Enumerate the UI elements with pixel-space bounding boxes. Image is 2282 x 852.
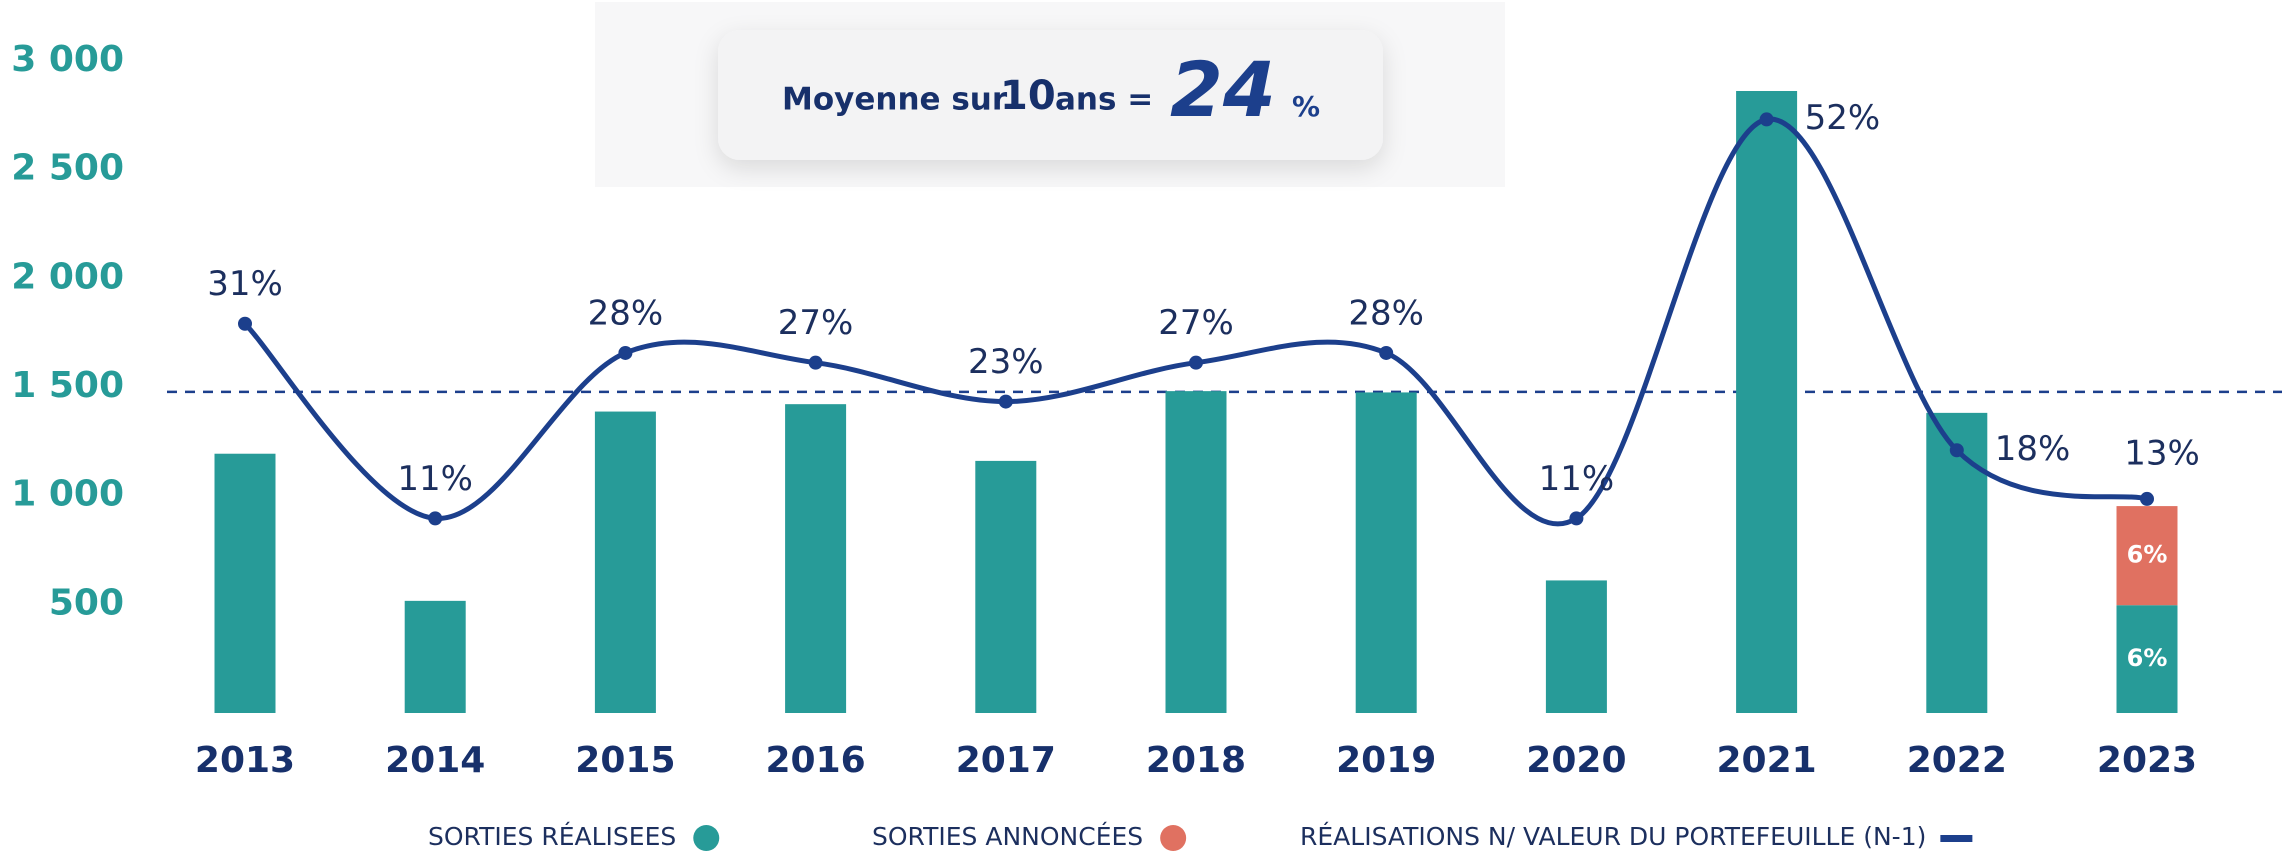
bar xyxy=(975,460,1037,713)
bar xyxy=(1165,391,1227,713)
line-point xyxy=(998,394,1013,409)
line-point xyxy=(1759,112,1774,127)
x-tick-label: 2023 xyxy=(2097,740,2197,781)
x-tick-label: 2018 xyxy=(1146,740,1246,781)
segment-label: 6% xyxy=(2127,644,2168,672)
legend-label: SORTIES RÉALISEES xyxy=(428,822,676,851)
legend-marker xyxy=(693,825,720,851)
bar xyxy=(404,600,466,713)
y-tick-label: 2 500 xyxy=(11,148,124,189)
value-label: 28% xyxy=(588,293,664,333)
bar xyxy=(2116,506,2178,606)
average-unit: % xyxy=(1292,90,1320,123)
bar xyxy=(1926,412,1988,713)
legend-label: RÉALISATIONS N/ VALEUR DU PORTEFEUILLE (… xyxy=(1300,822,1926,851)
y-tick-label: 3 000 xyxy=(11,39,124,80)
y-tick-label: 1 000 xyxy=(11,474,124,515)
y-tick-label: 1 500 xyxy=(11,365,124,406)
average-box xyxy=(718,30,1383,160)
segment-label: 6% xyxy=(2127,541,2168,569)
line-point xyxy=(428,511,443,526)
value-label: 27% xyxy=(1158,303,1234,343)
line-point xyxy=(238,316,252,331)
x-tick-label: 2022 xyxy=(1907,740,2007,781)
bar xyxy=(594,411,656,713)
value-label: 52% xyxy=(1805,98,1881,138)
average-text: Moyenne sur xyxy=(782,82,1008,118)
y-tick-label: 500 xyxy=(49,582,124,623)
value-label: 28% xyxy=(1348,293,1424,333)
value-label: 13% xyxy=(2124,433,2200,473)
line-point xyxy=(1189,355,1203,370)
x-tick-label: 2019 xyxy=(1336,740,1436,781)
average-value: 24 xyxy=(1170,45,1276,134)
value-label: 11% xyxy=(1539,459,1615,499)
bar xyxy=(1545,580,1607,713)
legend-label: SORTIES ANNONCÉES xyxy=(872,822,1143,851)
x-tick-label: 2017 xyxy=(956,740,1056,781)
average-text2: ans = xyxy=(1055,82,1153,118)
bar xyxy=(214,453,276,713)
value-label: 11% xyxy=(397,459,473,499)
bar xyxy=(1736,90,1798,713)
x-tick-label: 2013 xyxy=(195,740,295,781)
value-label: 31% xyxy=(207,264,283,304)
value-label: 18% xyxy=(1995,429,2071,469)
line-point xyxy=(1949,443,1964,458)
y-tick-label: 2 000 xyxy=(11,256,124,297)
legend-marker xyxy=(1940,835,1973,842)
x-tick-label: 2015 xyxy=(575,740,675,781)
line-point xyxy=(808,355,823,370)
legend-marker xyxy=(1160,825,1187,851)
line-point xyxy=(618,345,633,360)
value-label: 23% xyxy=(968,342,1044,382)
bar xyxy=(785,404,847,713)
x-tick-label: 2020 xyxy=(1526,740,1626,781)
line-point xyxy=(1379,345,1394,360)
x-tick-label: 2016 xyxy=(765,740,865,781)
line-point xyxy=(1569,511,1584,526)
line xyxy=(243,116,2148,527)
bar xyxy=(1355,392,1417,713)
x-tick-label: 2014 xyxy=(385,740,485,781)
line-point xyxy=(2140,491,2154,506)
x-tick-label: 2021 xyxy=(1716,740,1816,781)
bar xyxy=(2116,605,2178,713)
average-years: 10 xyxy=(1000,73,1056,119)
value-label: 27% xyxy=(778,303,854,343)
